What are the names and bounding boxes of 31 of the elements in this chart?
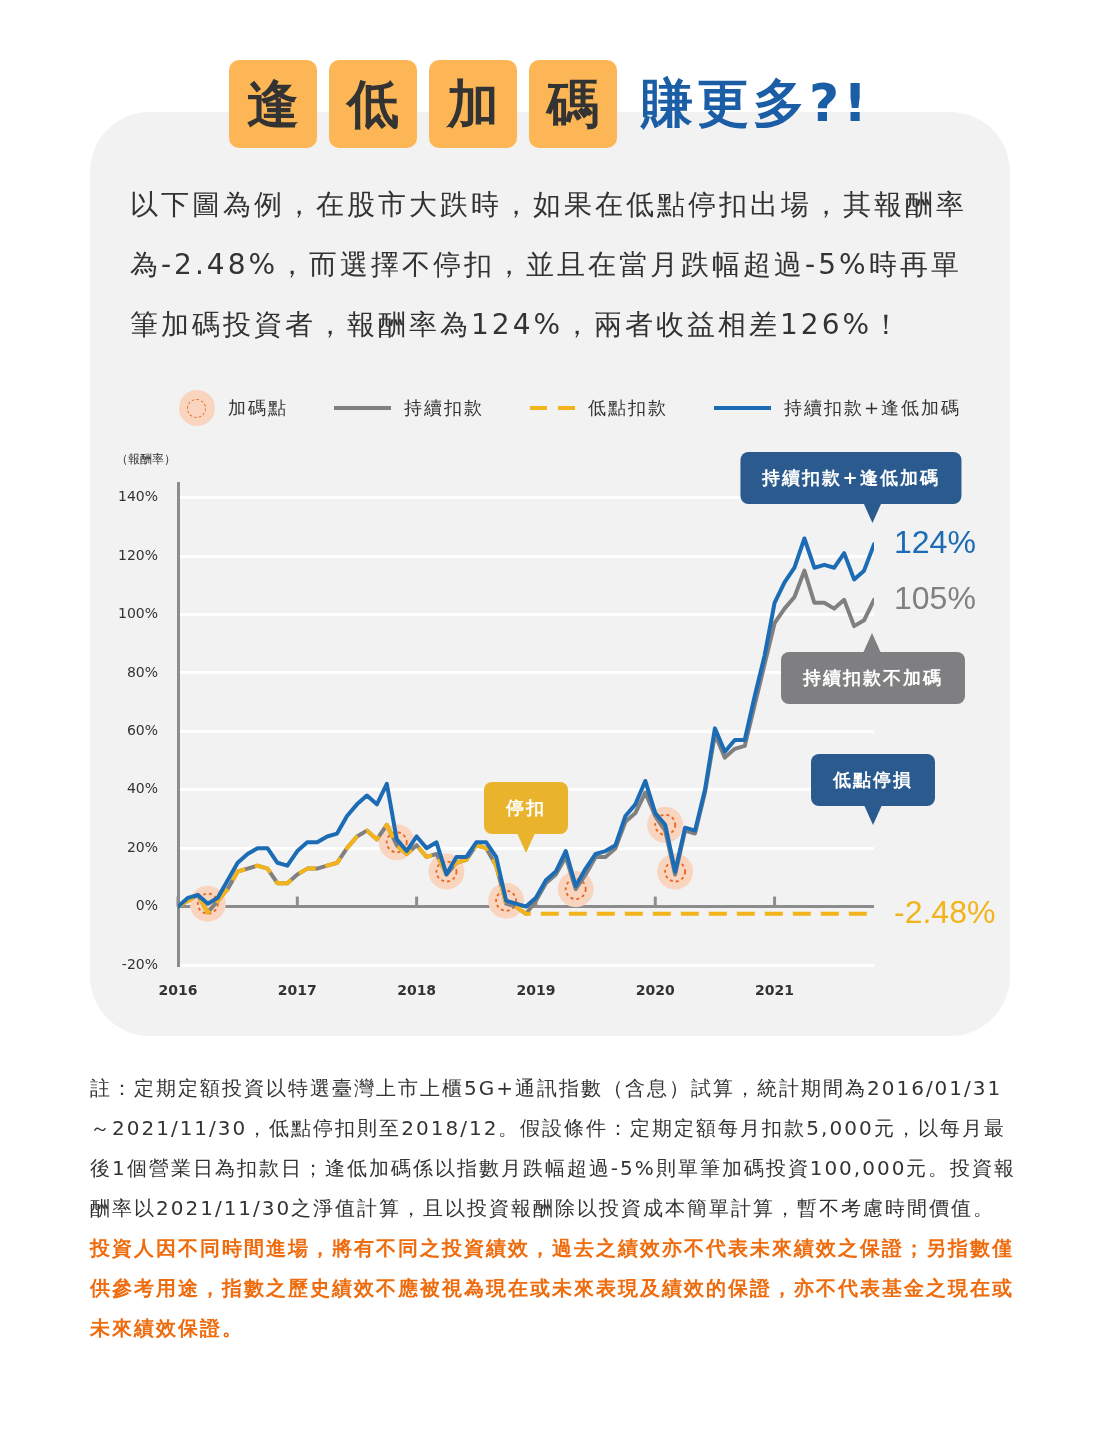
data-label: 124% [894,524,976,561]
legend-label: 持續扣款 [403,396,484,420]
y-tick-label: 140% [117,488,158,505]
text: 註：定期定額投資以特選臺灣上市上櫃5G+通訊指數（含息）試算，統計期間為2016/01/31～2021/11/30，低點停扣則至2018/12。假設條件：定期定額每月扣款5,000元，以每月最後1個營業日為扣款日；逢低加碼係以指數月跌幅超過-5%則單筆加碼投資100,000元。投資報酬率以2021/11/30之淨值計算，且以投資報酬除以投資成本簡單計算，暫不考慮時間價值。 [90,1075,1018,1222]
x-tick-label: 2021 [755,982,795,999]
annotation: 停扣 [506,797,546,818]
text: 投資人因不同時間進場，將有不同之投資績效，過去之績效亦不代表未來績效之保證；另指數僅供參考用途，指數之歷史績效不應被視為現在或未來表現及績效的保證，亦不代表基金之現在或未來績效保證。 [90,1235,1015,1342]
legend-label: 加碼點 [227,396,288,420]
chart-subtitle: 以下圖為例，在股市大跌時，如果在低點停扣出場，其報酬率為-2.48%，而選擇不停扣，並且在當月跌幅超過-5%時再單筆加碼投資者，報酬率為124%，兩者收益相差126%！ [130,187,968,343]
annotation: 持續扣款+逢低加碼 [762,467,940,488]
x-tick-label: 2020 [635,982,675,999]
legend-label: 持續扣款+逢低加碼 [783,396,962,420]
x-tick-label: 2018 [397,982,437,999]
y-tick-label: 60% [126,721,158,738]
x-tick-label: 2017 [277,982,317,999]
y-tick-label: 120% [117,546,158,563]
annotation: 低點停損 [833,769,913,790]
x-tick-label: 2019 [516,982,556,999]
data-label: -2.48% [894,893,996,930]
y-tick-label: 20% [126,838,158,855]
annotation: 持續扣款不加碼 [803,667,943,688]
x-tick-label: 2016 [158,982,198,999]
y-tick-label: 40% [126,780,158,797]
legend-label: 低點扣款 [587,396,668,420]
y-tick-label: 0% [135,897,158,914]
y-axis-title: （報酬率） [116,452,176,467]
y-tick-label: 80% [126,663,158,680]
y-tick-label: -20% [121,955,158,972]
data-label: 105% [894,579,976,616]
y-tick-label: 100% [117,605,158,622]
chart-title: 逢低加碼 賺更多?! [246,72,871,136]
